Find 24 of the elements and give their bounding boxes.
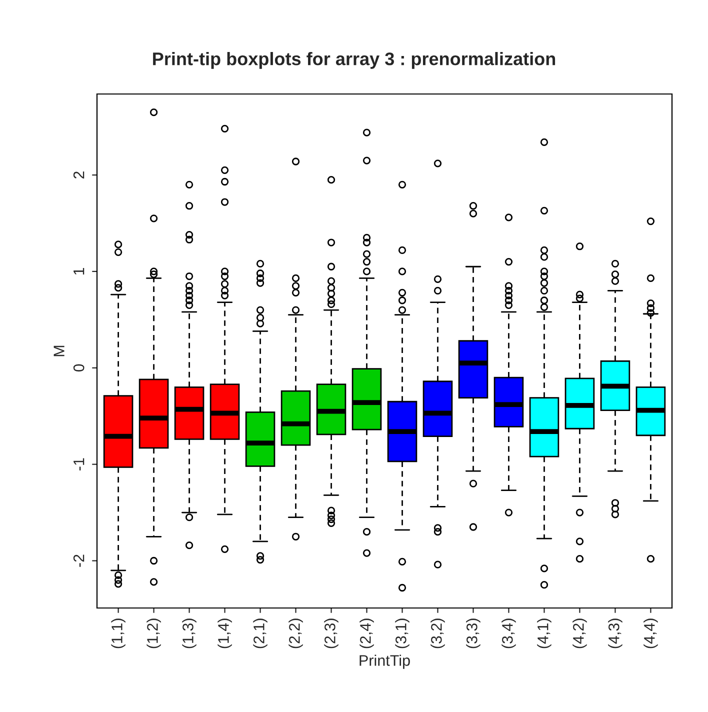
- y-tick-label: 2: [73, 172, 84, 178]
- y-tick-label: -2: [73, 554, 84, 567]
- y-tick-label: 1: [74, 268, 84, 275]
- x-tick-label: (4,3): [608, 618, 622, 648]
- x-tick-label: (2,3): [324, 618, 338, 648]
- x-tick-label: (1,2): [146, 618, 161, 648]
- x-tick-label: (2,4): [360, 618, 374, 648]
- x-tick-label: (3,3): [466, 618, 480, 648]
- x-tick-label: (3,4): [502, 618, 516, 648]
- x-tick-label: (4,4): [644, 618, 658, 648]
- x-tick-label: (1,1): [111, 618, 126, 648]
- x-axis-title: PrintTip: [360, 654, 410, 669]
- y-tick-label: 0: [73, 364, 84, 372]
- x-tick-label: (2,1): [253, 618, 268, 648]
- x-tick-label: (1,3): [182, 618, 196, 648]
- x-tick-label: (2,2): [288, 618, 303, 648]
- y-axis-title: M: [54, 346, 64, 356]
- x-tick-label: (4,1): [537, 618, 552, 648]
- x-tick-label: (4,2): [572, 618, 587, 648]
- x-tick-label: (3,2): [430, 618, 445, 648]
- x-tick-label: (3,1): [395, 618, 410, 648]
- chart-title: Print-tip boxplots for array 3 : prenormalization: [153, 52, 556, 69]
- x-tick-label: (1,4): [218, 618, 232, 648]
- y-tick-label: -1: [74, 458, 84, 470]
